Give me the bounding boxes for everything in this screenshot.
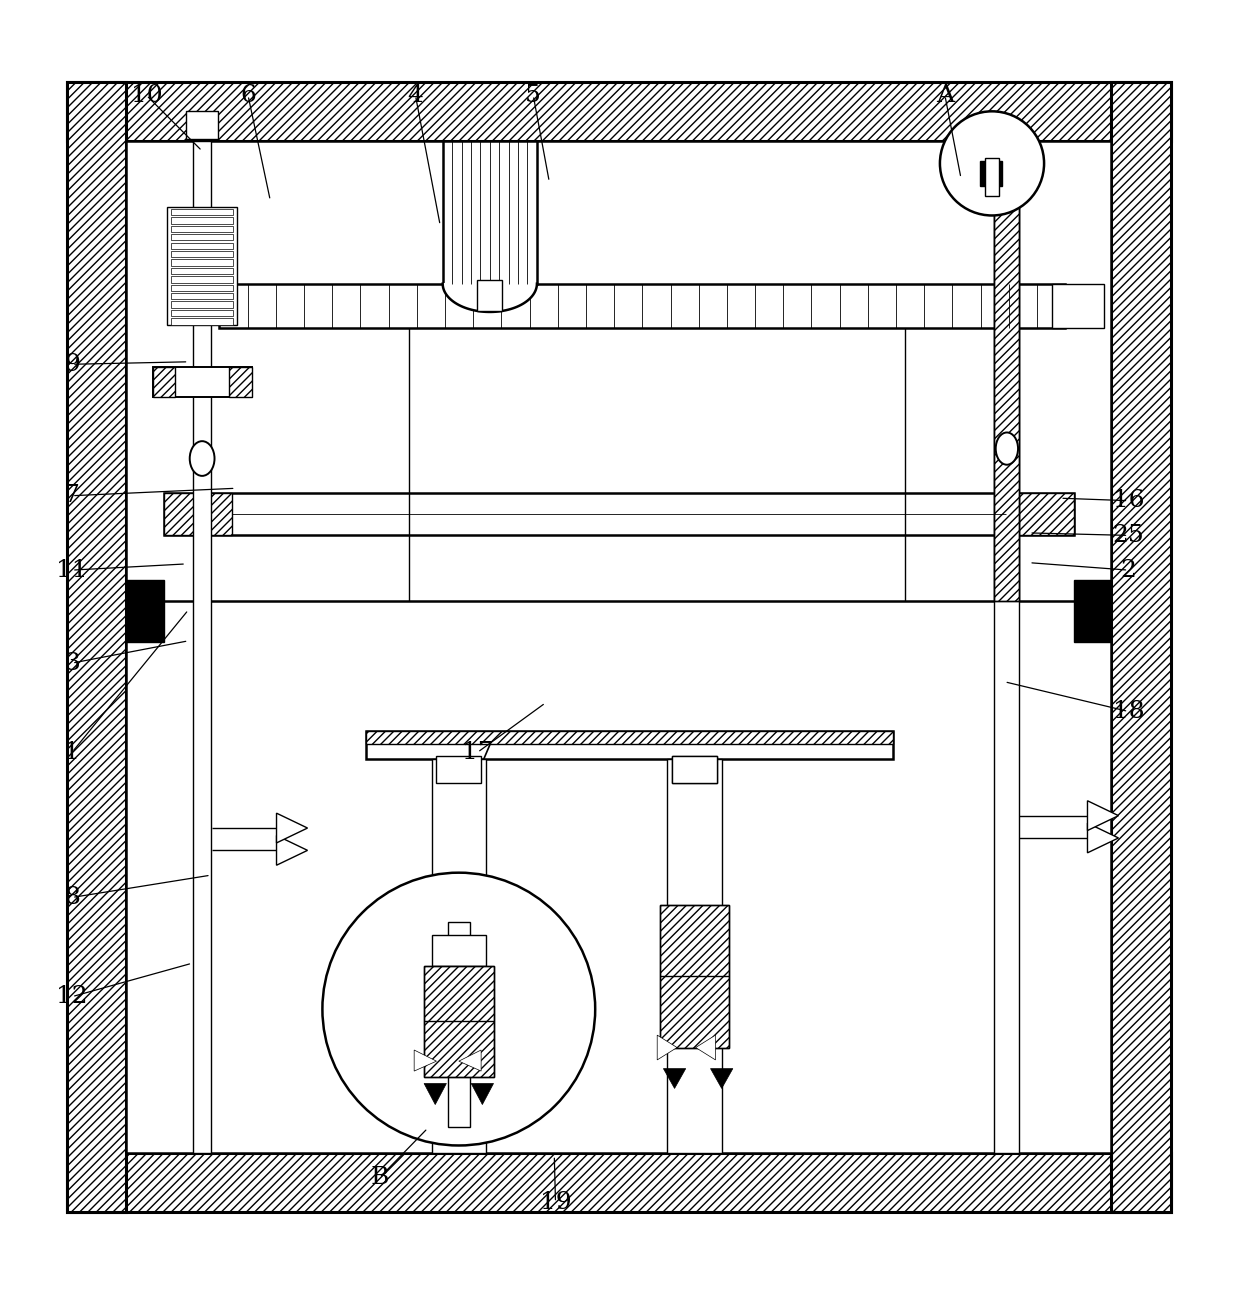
Bar — [1074, 580, 1111, 642]
Bar — [994, 141, 1019, 1153]
Bar — [171, 225, 233, 232]
Text: 7: 7 — [64, 484, 79, 507]
Text: 2: 2 — [1121, 559, 1136, 581]
Polygon shape — [428, 1069, 450, 1088]
Text: 19: 19 — [539, 1190, 572, 1214]
Text: 1: 1 — [64, 741, 79, 763]
Bar — [424, 965, 494, 1078]
Bar — [171, 302, 233, 308]
Text: 17: 17 — [461, 741, 494, 763]
Polygon shape — [422, 1035, 441, 1060]
Bar — [1052, 283, 1104, 329]
Polygon shape — [711, 1069, 733, 1088]
Text: 18: 18 — [1112, 700, 1145, 723]
Bar — [164, 493, 232, 536]
Polygon shape — [471, 1083, 494, 1105]
Polygon shape — [459, 1049, 481, 1071]
Bar — [424, 905, 494, 1048]
Bar — [672, 756, 717, 783]
Text: 25: 25 — [1112, 524, 1145, 547]
Circle shape — [940, 111, 1044, 216]
Polygon shape — [475, 1069, 497, 1088]
Bar — [193, 141, 211, 1153]
Bar — [667, 758, 722, 1153]
Bar — [186, 111, 218, 138]
Bar — [171, 234, 233, 241]
Bar — [167, 207, 237, 325]
Bar — [432, 758, 486, 1153]
Bar — [67, 82, 126, 1212]
Bar — [171, 309, 233, 316]
Bar — [366, 731, 893, 744]
Bar — [164, 493, 1074, 536]
Bar — [1006, 493, 1074, 536]
Bar — [994, 141, 1019, 602]
Bar — [171, 276, 233, 282]
Circle shape — [322, 872, 595, 1145]
Bar — [153, 366, 175, 396]
Bar — [985, 158, 999, 195]
Polygon shape — [277, 813, 308, 842]
Polygon shape — [657, 1035, 677, 1060]
Bar — [171, 292, 233, 299]
Bar — [448, 923, 470, 1127]
Text: 16: 16 — [1112, 489, 1145, 512]
Text: B: B — [371, 1166, 388, 1189]
Text: 10: 10 — [130, 84, 162, 106]
Text: 8: 8 — [64, 886, 79, 908]
Text: 3: 3 — [64, 652, 79, 674]
Text: 11: 11 — [56, 559, 88, 581]
Polygon shape — [443, 283, 537, 312]
Bar — [171, 242, 233, 248]
Bar — [1111, 82, 1171, 1212]
Ellipse shape — [190, 441, 215, 476]
Bar — [67, 82, 1171, 141]
Bar — [980, 160, 1002, 186]
Polygon shape — [1087, 801, 1118, 831]
Bar — [672, 756, 717, 783]
Bar — [443, 141, 537, 283]
Bar — [477, 280, 502, 311]
Bar — [171, 251, 233, 258]
Text: 6: 6 — [241, 84, 255, 106]
Polygon shape — [696, 1035, 715, 1060]
Bar — [171, 268, 233, 274]
Bar — [436, 756, 481, 783]
Text: 5: 5 — [526, 84, 541, 106]
Polygon shape — [277, 836, 308, 866]
Bar — [67, 1153, 1171, 1212]
Text: A: A — [936, 84, 954, 106]
Bar — [126, 580, 164, 642]
Text: 4: 4 — [408, 84, 423, 106]
Ellipse shape — [996, 432, 1018, 465]
Bar — [171, 285, 233, 291]
Polygon shape — [663, 1069, 686, 1088]
Bar — [229, 366, 252, 396]
Bar — [153, 366, 252, 396]
Bar — [424, 965, 494, 1078]
Bar — [424, 905, 494, 1048]
Bar — [171, 208, 233, 215]
Bar — [366, 731, 893, 758]
Polygon shape — [460, 1035, 480, 1060]
Bar — [994, 141, 1019, 602]
Polygon shape — [414, 1049, 436, 1071]
Text: 9: 9 — [64, 353, 79, 375]
Text: 12: 12 — [56, 985, 88, 1008]
Bar — [126, 141, 1111, 1153]
Polygon shape — [424, 1083, 446, 1105]
Bar — [171, 259, 233, 265]
Bar — [171, 217, 233, 224]
Polygon shape — [1087, 823, 1118, 853]
Bar — [219, 283, 1065, 329]
Bar — [660, 905, 729, 1048]
Bar — [660, 905, 729, 1048]
Bar — [432, 934, 486, 965]
Bar — [171, 318, 233, 325]
